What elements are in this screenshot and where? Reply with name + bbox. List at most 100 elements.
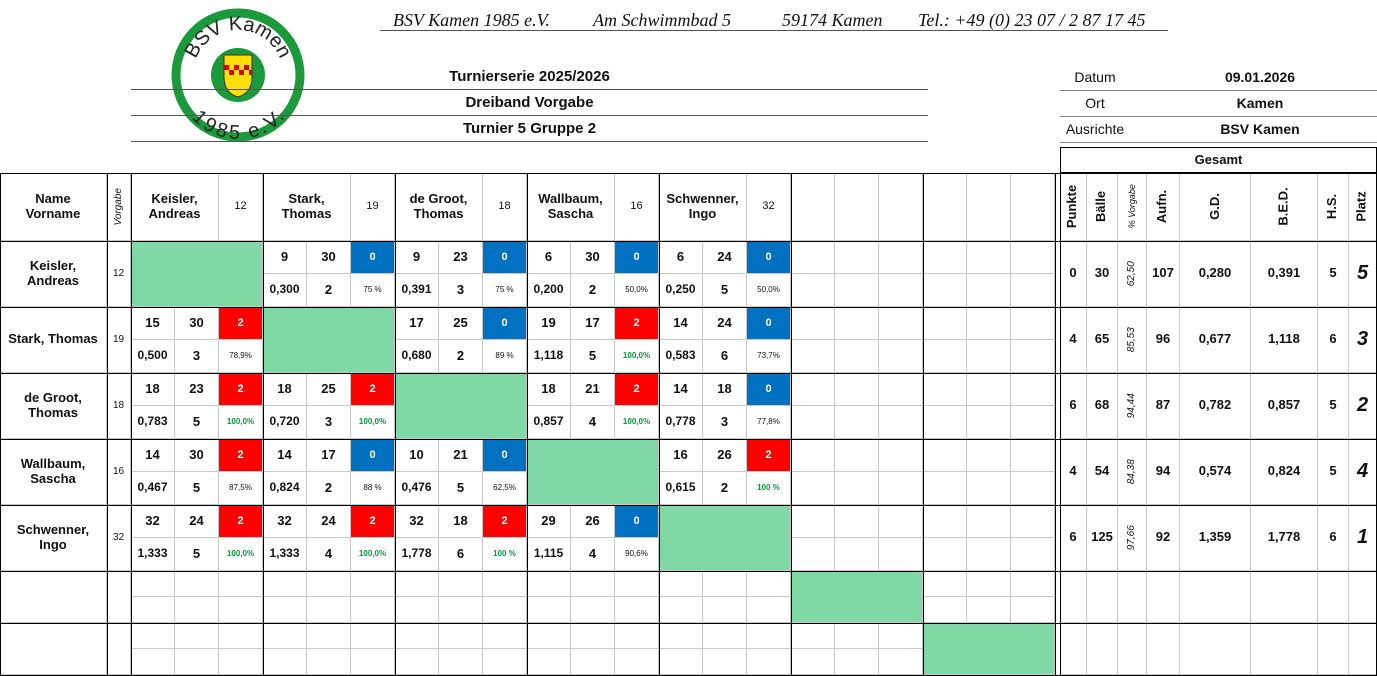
empty-cell [439,571,483,597]
empty-cell [967,597,1011,623]
diagonal [923,623,1055,675]
empty-cell [967,538,1011,571]
empty-cell [131,571,175,597]
total: 107 [1147,241,1180,307]
empty-cell [131,649,175,675]
empty-cell [0,571,107,623]
points: 0 [747,241,791,274]
balls: 15 [131,307,175,340]
grid-line [1060,173,1061,675]
grid-line [0,173,1,675]
empty-cell [107,571,131,623]
empty-cell [483,649,527,675]
title: Turnierserie 2025/2026 [449,68,610,86]
empty-cell [923,373,967,406]
row-vorgabe: 16 [107,439,131,505]
empty-cell [879,307,923,340]
title: Turnier 5 Gruppe 2 [462,120,597,138]
empty-cell [791,538,835,571]
name-header-line: Vorname [25,205,81,221]
empty-cell [527,597,571,623]
empty-cell [615,571,659,597]
empty-cell [923,597,967,623]
percent: 88 % [351,472,395,505]
high-series: 6 [439,538,483,571]
vorgabe-header-cell: Vorgabe [107,173,131,241]
points: 0 [615,241,659,274]
title-rule [131,89,928,90]
high-series: 2 [703,472,747,505]
player-vorgabe: 16 [615,173,659,241]
row-vorgabe: 19 [107,307,131,373]
total-percent: 85,53 [1126,326,1138,353]
percent: 78,9% [219,340,263,373]
average: 1,333 [131,538,175,571]
empty-cell [1011,340,1055,373]
grid-line [0,241,1377,242]
empty-cell [923,439,967,472]
innings: 30 [175,439,219,472]
empty-cell [1011,505,1055,538]
total-percent: 62,50 [1126,260,1138,287]
row-name: de Groot, Thomas [0,373,107,439]
balls: 18 [131,373,175,406]
high-series: 5 [175,406,219,439]
total: 0,782 [1180,373,1251,439]
balls: 14 [131,439,175,472]
high-series: 5 [703,274,747,307]
empty-cell [1318,571,1349,623]
totals-column: H.S. [1324,193,1340,220]
empty-cell [967,274,1011,307]
empty-cell [1011,241,1055,274]
points: 0 [351,241,395,274]
grid-line [107,173,108,675]
empty-cell [879,406,923,439]
empty-cell [439,649,483,675]
empty-cell [923,340,967,373]
letterhead: Am Schwimmbad 5 [593,10,731,30]
empty-cell [571,571,615,597]
empty-cell [1011,597,1055,623]
average: 1,118 [527,340,571,373]
balls: 6 [659,241,703,274]
average: 0,778 [659,406,703,439]
balls: 16 [659,439,703,472]
info-label: Ausrichte [1065,120,1125,137]
empty-header [1011,173,1055,241]
total-percent: 94,44 [1126,392,1138,419]
percent: 89 % [483,340,527,373]
points: 0 [615,505,659,538]
points: 2 [219,307,263,340]
empty-cell [967,571,1011,597]
empty-cell [1011,571,1055,597]
innings: 24 [175,505,219,538]
innings: 25 [307,373,351,406]
player-vorgabe: 32 [747,173,791,241]
empty-cell [1118,571,1147,623]
empty-cell [175,623,219,649]
empty-cell [307,571,351,597]
balls: 18 [263,373,307,406]
info-label: Ort [1085,94,1105,111]
info-value: Kamen [1236,94,1284,111]
empty-cell [1087,623,1118,675]
empty-cell [307,597,351,623]
points: 0 [351,439,395,472]
high-series: 4 [571,406,615,439]
empty-cell [1147,623,1180,675]
empty-cell [483,623,527,649]
empty-cell [571,623,615,649]
totals-column-cell: G.D. [1180,173,1251,241]
empty-cell [1060,571,1087,623]
percent: 100,0% [351,538,395,571]
grid-line [1055,173,1056,675]
empty-cell [1060,623,1087,675]
empty-cell [1011,538,1055,571]
totals-column-cell: Punkte [1060,173,1087,241]
info-value: 09.01.2026 [1224,68,1296,85]
empty-cell [351,649,395,675]
empty-cell [439,623,483,649]
empty-cell [879,274,923,307]
empty-cell [791,241,835,274]
